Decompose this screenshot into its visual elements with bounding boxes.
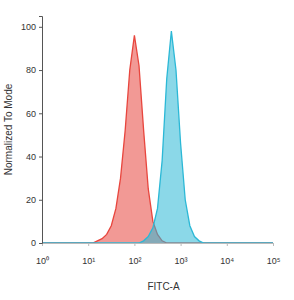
- plot-area: [42, 31, 273, 243]
- x-tick: 10⁵: [267, 243, 281, 266]
- chart: 10⁰ 10¹ 10² 10³ 10⁴ 10⁵ 0 20 40 60 80 100 FITC-A Norm…: [0, 0, 294, 300]
- y-tick-label: 0: [31, 238, 36, 248]
- y-tick-mark: [39, 243, 42, 244]
- y-axis-title: Normalized To Mode: [3, 83, 14, 175]
- x-tick-mark: [273, 243, 274, 246]
- x-tick-label: 10⁰: [36, 256, 49, 266]
- y-tick-label: 60: [26, 109, 36, 119]
- x-tick: 10⁴: [220, 243, 234, 266]
- y-tick: 0: [31, 238, 42, 248]
- histogram-line: [42, 31, 273, 243]
- y-tick-label: 40: [26, 152, 36, 162]
- y-axis-line: [39, 17, 43, 244]
- y-tick-label: 20: [26, 195, 36, 205]
- y-tick: 20: [26, 195, 42, 205]
- y-tick-mark: [39, 113, 42, 114]
- y-tick-mark: [39, 157, 42, 158]
- y-tick: 100: [21, 22, 42, 32]
- y-tick: 80: [26, 65, 42, 75]
- x-axis-title: FITC-A: [147, 281, 180, 292]
- x-tick-label: 10⁴: [220, 256, 234, 266]
- x-tick: 10⁰: [36, 243, 49, 266]
- y-tick-mark: [39, 200, 42, 201]
- y-axis: 0 20 40 60 80 100: [21, 17, 43, 249]
- y-tick-mark: [39, 27, 42, 28]
- x-axis: 10⁰ 10¹ 10² 10³ 10⁴ 10⁵: [36, 243, 281, 266]
- x-axis-line: [43, 244, 274, 247]
- x-tick-mark: [181, 243, 182, 246]
- y-tick-mark: [39, 70, 42, 71]
- x-tick: 10³: [175, 243, 188, 266]
- x-tick: 10¹: [82, 243, 95, 266]
- x-tick: 10²: [128, 243, 141, 266]
- x-tick-label: 10²: [128, 256, 141, 266]
- x-tick-mark: [88, 243, 89, 246]
- y-tick: 60: [26, 109, 42, 119]
- x-tick-label: 10⁵: [267, 256, 281, 266]
- x-tick-mark: [134, 243, 135, 246]
- x-tick-label: 10¹: [82, 256, 95, 266]
- histogram-area: [42, 31, 273, 243]
- x-tick-label: 10³: [175, 256, 188, 266]
- y-tick: 40: [26, 152, 42, 162]
- x-tick-mark: [227, 243, 228, 246]
- y-tick-label: 80: [26, 65, 36, 75]
- y-tick-label: 100: [21, 22, 36, 32]
